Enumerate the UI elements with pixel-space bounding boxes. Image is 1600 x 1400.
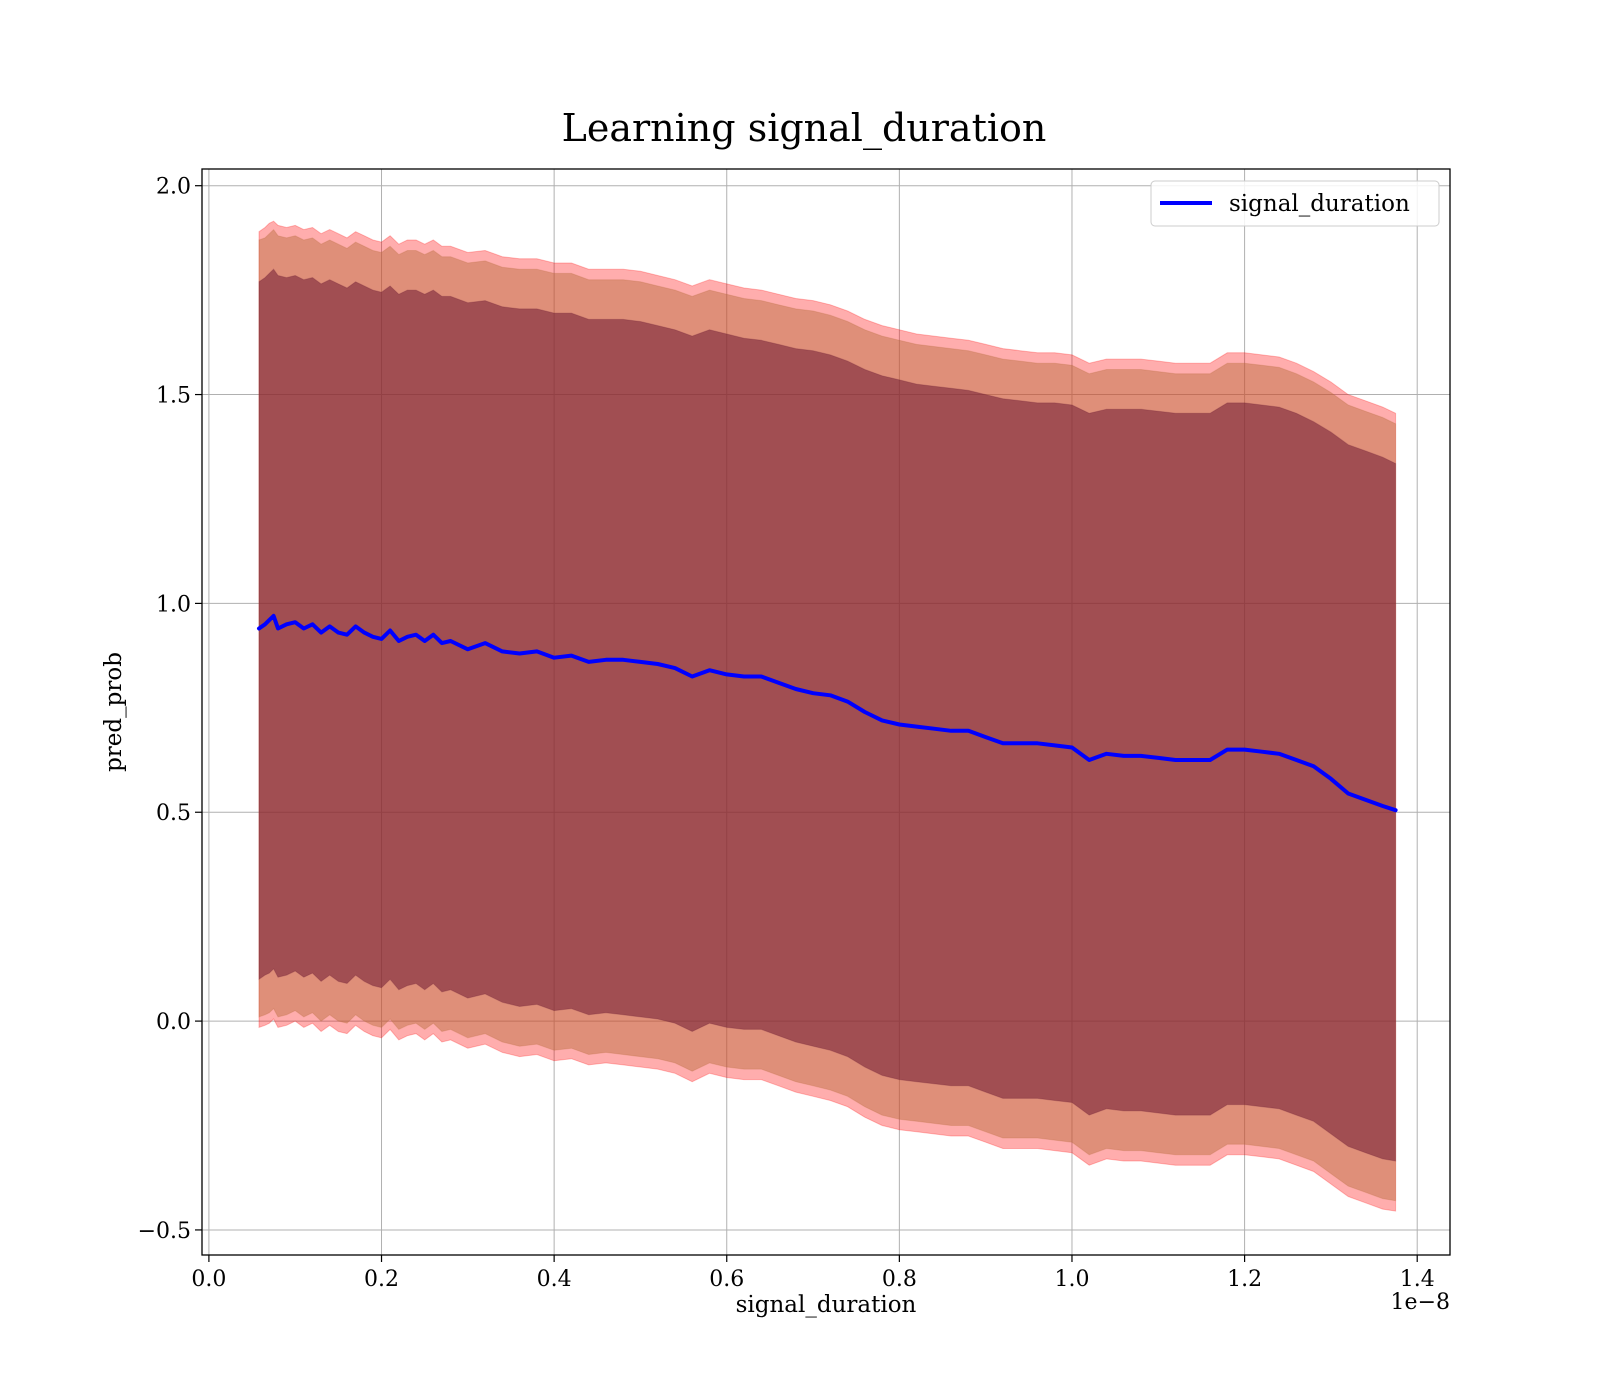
- x-tick-label: 0.6: [709, 1267, 744, 1292]
- x-tick-label: 1.4: [1400, 1267, 1435, 1292]
- chart-title: Learning signal_duration: [562, 106, 1047, 151]
- y-tick-label: −0.5: [138, 1219, 191, 1244]
- x-tick-label: 1.0: [1054, 1267, 1089, 1292]
- confidence-bands: [258, 220, 1397, 1212]
- x-axis-offset-text: 1e−8: [1391, 1290, 1450, 1315]
- x-tick-label: 0.8: [882, 1267, 917, 1292]
- x-tick-label: 0.2: [364, 1267, 399, 1292]
- y-axis-ticks: −0.5 0.0 0.5 1.0 1.5 2.0: [138, 175, 202, 1244]
- series-lines: [257, 613, 1398, 813]
- y-tick-label: 1.5: [156, 384, 191, 409]
- y-tick-label: 0.5: [156, 801, 191, 826]
- y-tick-label: 2.0: [156, 175, 191, 200]
- confidence-band: [258, 268, 1397, 1162]
- legend-entry-signal-duration: signal_duration: [1229, 191, 1410, 217]
- series-line-signal-duration: [257, 613, 1398, 813]
- x-tick-label: 0.4: [537, 1267, 572, 1292]
- x-tick-label: 0.0: [191, 1267, 226, 1292]
- legend-box: [1150, 180, 1440, 227]
- y-tick-label: 0.0: [156, 1010, 191, 1035]
- legend: signal_duration: [1150, 180, 1440, 227]
- y-tick-label: 1.0: [156, 592, 191, 617]
- plot-area: [201, 168, 1451, 1256]
- x-axis-ticks: 0.0 0.2 0.4 0.6 0.8 1.0 1.2 1.4: [191, 1255, 1435, 1292]
- x-axis-label: signal_duration: [736, 1292, 917, 1318]
- y-axis-label: pred_prob: [101, 652, 127, 772]
- plot-frame: [201, 168, 1451, 1256]
- x-tick-label: 1.2: [1227, 1267, 1262, 1292]
